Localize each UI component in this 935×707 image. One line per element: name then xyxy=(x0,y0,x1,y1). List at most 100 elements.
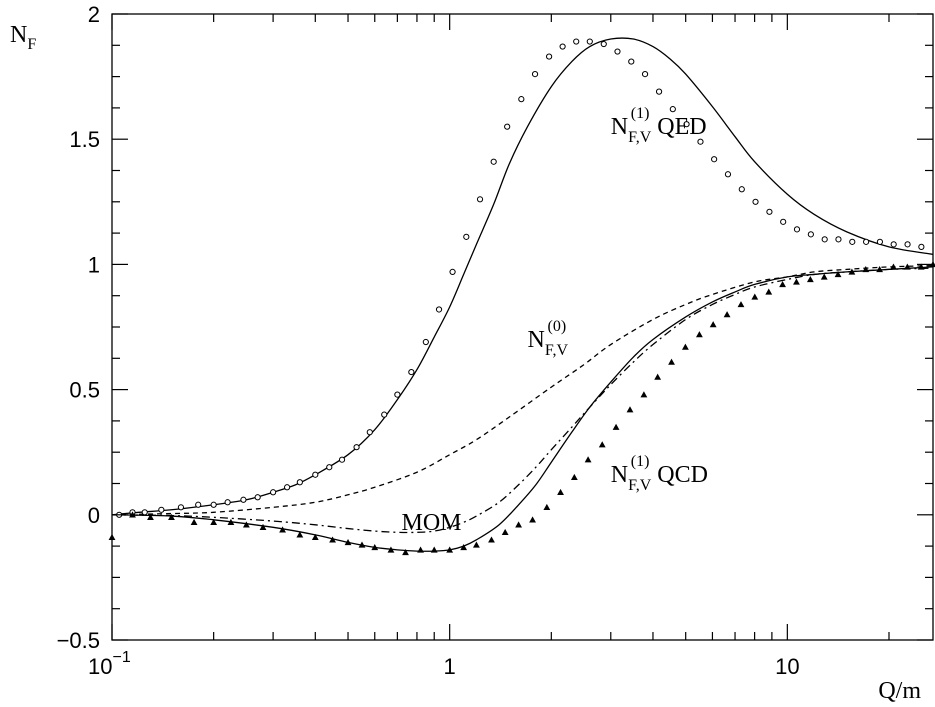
data-point-circle xyxy=(655,88,663,95)
svg-text:(1): (1) xyxy=(631,105,650,122)
data-point-triangle xyxy=(227,518,235,526)
data-point-triangle xyxy=(488,536,495,543)
data-point-circle xyxy=(821,236,828,243)
data-point-circle xyxy=(490,158,497,165)
data-point-circle xyxy=(195,501,202,508)
x-axis-label: Q/m xyxy=(878,678,921,704)
data-point-circle xyxy=(683,121,690,128)
data-point-triangle xyxy=(876,266,884,273)
svg-text:(0): (0) xyxy=(547,318,566,335)
data-point-circle xyxy=(641,70,649,78)
series-line-3 xyxy=(111,267,934,534)
data-point-circle xyxy=(918,243,925,250)
y-tick-label: 1 xyxy=(88,252,100,277)
data-point-circle xyxy=(158,506,165,513)
data-point-triangle xyxy=(417,546,424,553)
data-point-circle xyxy=(614,48,621,55)
data-point-circle xyxy=(807,231,814,238)
data-point-triangle xyxy=(903,263,911,270)
data-point-circle xyxy=(546,53,553,60)
data-point-triangle xyxy=(190,518,198,526)
data-point-triangle xyxy=(654,373,662,380)
label-layer: −0.5 0 0.5 1 1.5 2 10−1 1 10 Q/m NF xyxy=(10,2,921,704)
data-point-triangle xyxy=(626,406,634,413)
data-point-circle xyxy=(890,241,897,248)
data-point-triangle xyxy=(147,513,154,521)
data-point-circle xyxy=(518,96,525,103)
data-point-circle xyxy=(296,479,303,486)
data-point-circle xyxy=(224,499,231,506)
data-point-triangle xyxy=(543,503,551,511)
data-point-circle xyxy=(876,238,884,245)
data-point-circle xyxy=(435,306,443,313)
data-point-circle xyxy=(724,171,732,178)
data-point-triangle xyxy=(570,473,578,480)
data-point-triangle xyxy=(387,546,395,553)
data-point-triangle xyxy=(709,321,717,328)
data-point-circle xyxy=(353,444,360,451)
data-point-triangle xyxy=(793,278,800,285)
data-point-circle xyxy=(573,38,580,45)
y-tick-label: 0 xyxy=(88,503,100,528)
data-point-triangle xyxy=(612,423,620,430)
y-tick-label: −0.5 xyxy=(57,628,100,653)
data-point-triangle xyxy=(446,546,454,553)
annotation-label: NF,V(0) xyxy=(527,318,568,359)
annotation-label: NF,V QCD(1) xyxy=(611,453,708,494)
data-point-triangle xyxy=(259,523,267,531)
data-point-triangle xyxy=(848,268,856,275)
y-tick-label: 0.5 xyxy=(69,378,100,403)
data-point-triangle xyxy=(765,288,773,295)
data-point-circle xyxy=(476,196,484,203)
x-tick-label: 10 xyxy=(775,654,799,679)
tick-layer xyxy=(111,13,933,641)
svg-text:MOM: MOM xyxy=(401,510,461,536)
data-point-triangle xyxy=(779,281,786,288)
data-point-circle xyxy=(669,106,676,113)
data-point-triangle xyxy=(751,293,759,300)
x-tick-label: 1 xyxy=(444,654,456,679)
data-point-circle xyxy=(240,496,247,503)
data-point-triangle xyxy=(557,488,564,495)
svg-text:(1): (1) xyxy=(631,453,650,470)
data-point-circle xyxy=(270,489,277,496)
data-point-triangle xyxy=(371,543,379,551)
data-point-circle xyxy=(559,43,566,50)
y-tick-label: 2 xyxy=(88,2,100,27)
data-point-triangle xyxy=(529,516,536,523)
data-point-triangle xyxy=(210,518,218,526)
data-point-circle xyxy=(738,186,745,193)
data-point-circle xyxy=(904,241,911,248)
data-point-triangle xyxy=(402,548,409,556)
data-point-circle xyxy=(752,198,759,205)
data-point-triangle xyxy=(279,526,286,533)
marker-layer xyxy=(108,38,935,556)
data-point-triangle xyxy=(329,536,336,543)
y-axis-label: NF xyxy=(10,22,36,53)
data-point-triangle xyxy=(640,391,648,398)
data-point-circle xyxy=(835,236,842,243)
data-point-circle xyxy=(711,156,718,163)
svg-text:NF,V: NF,V xyxy=(527,327,568,359)
data-point-circle xyxy=(531,70,539,78)
y-tick-label: 1.5 xyxy=(69,127,100,152)
data-point-circle xyxy=(312,471,319,478)
data-point-circle xyxy=(766,208,773,215)
data-point-circle xyxy=(422,338,429,346)
data-point-circle xyxy=(463,233,470,240)
data-point-circle xyxy=(586,38,593,45)
data-point-triangle xyxy=(723,311,731,318)
data-point-triangle xyxy=(681,343,689,350)
data-point-triangle xyxy=(584,456,592,463)
data-point-circle xyxy=(600,40,607,48)
data-point-circle xyxy=(504,123,511,130)
data-point-triangle xyxy=(242,521,250,528)
data-point-triangle xyxy=(430,546,438,553)
data-point-circle xyxy=(780,218,787,225)
data-point-circle xyxy=(408,368,415,376)
data-point-triangle xyxy=(344,538,352,546)
data-point-circle xyxy=(366,429,373,436)
